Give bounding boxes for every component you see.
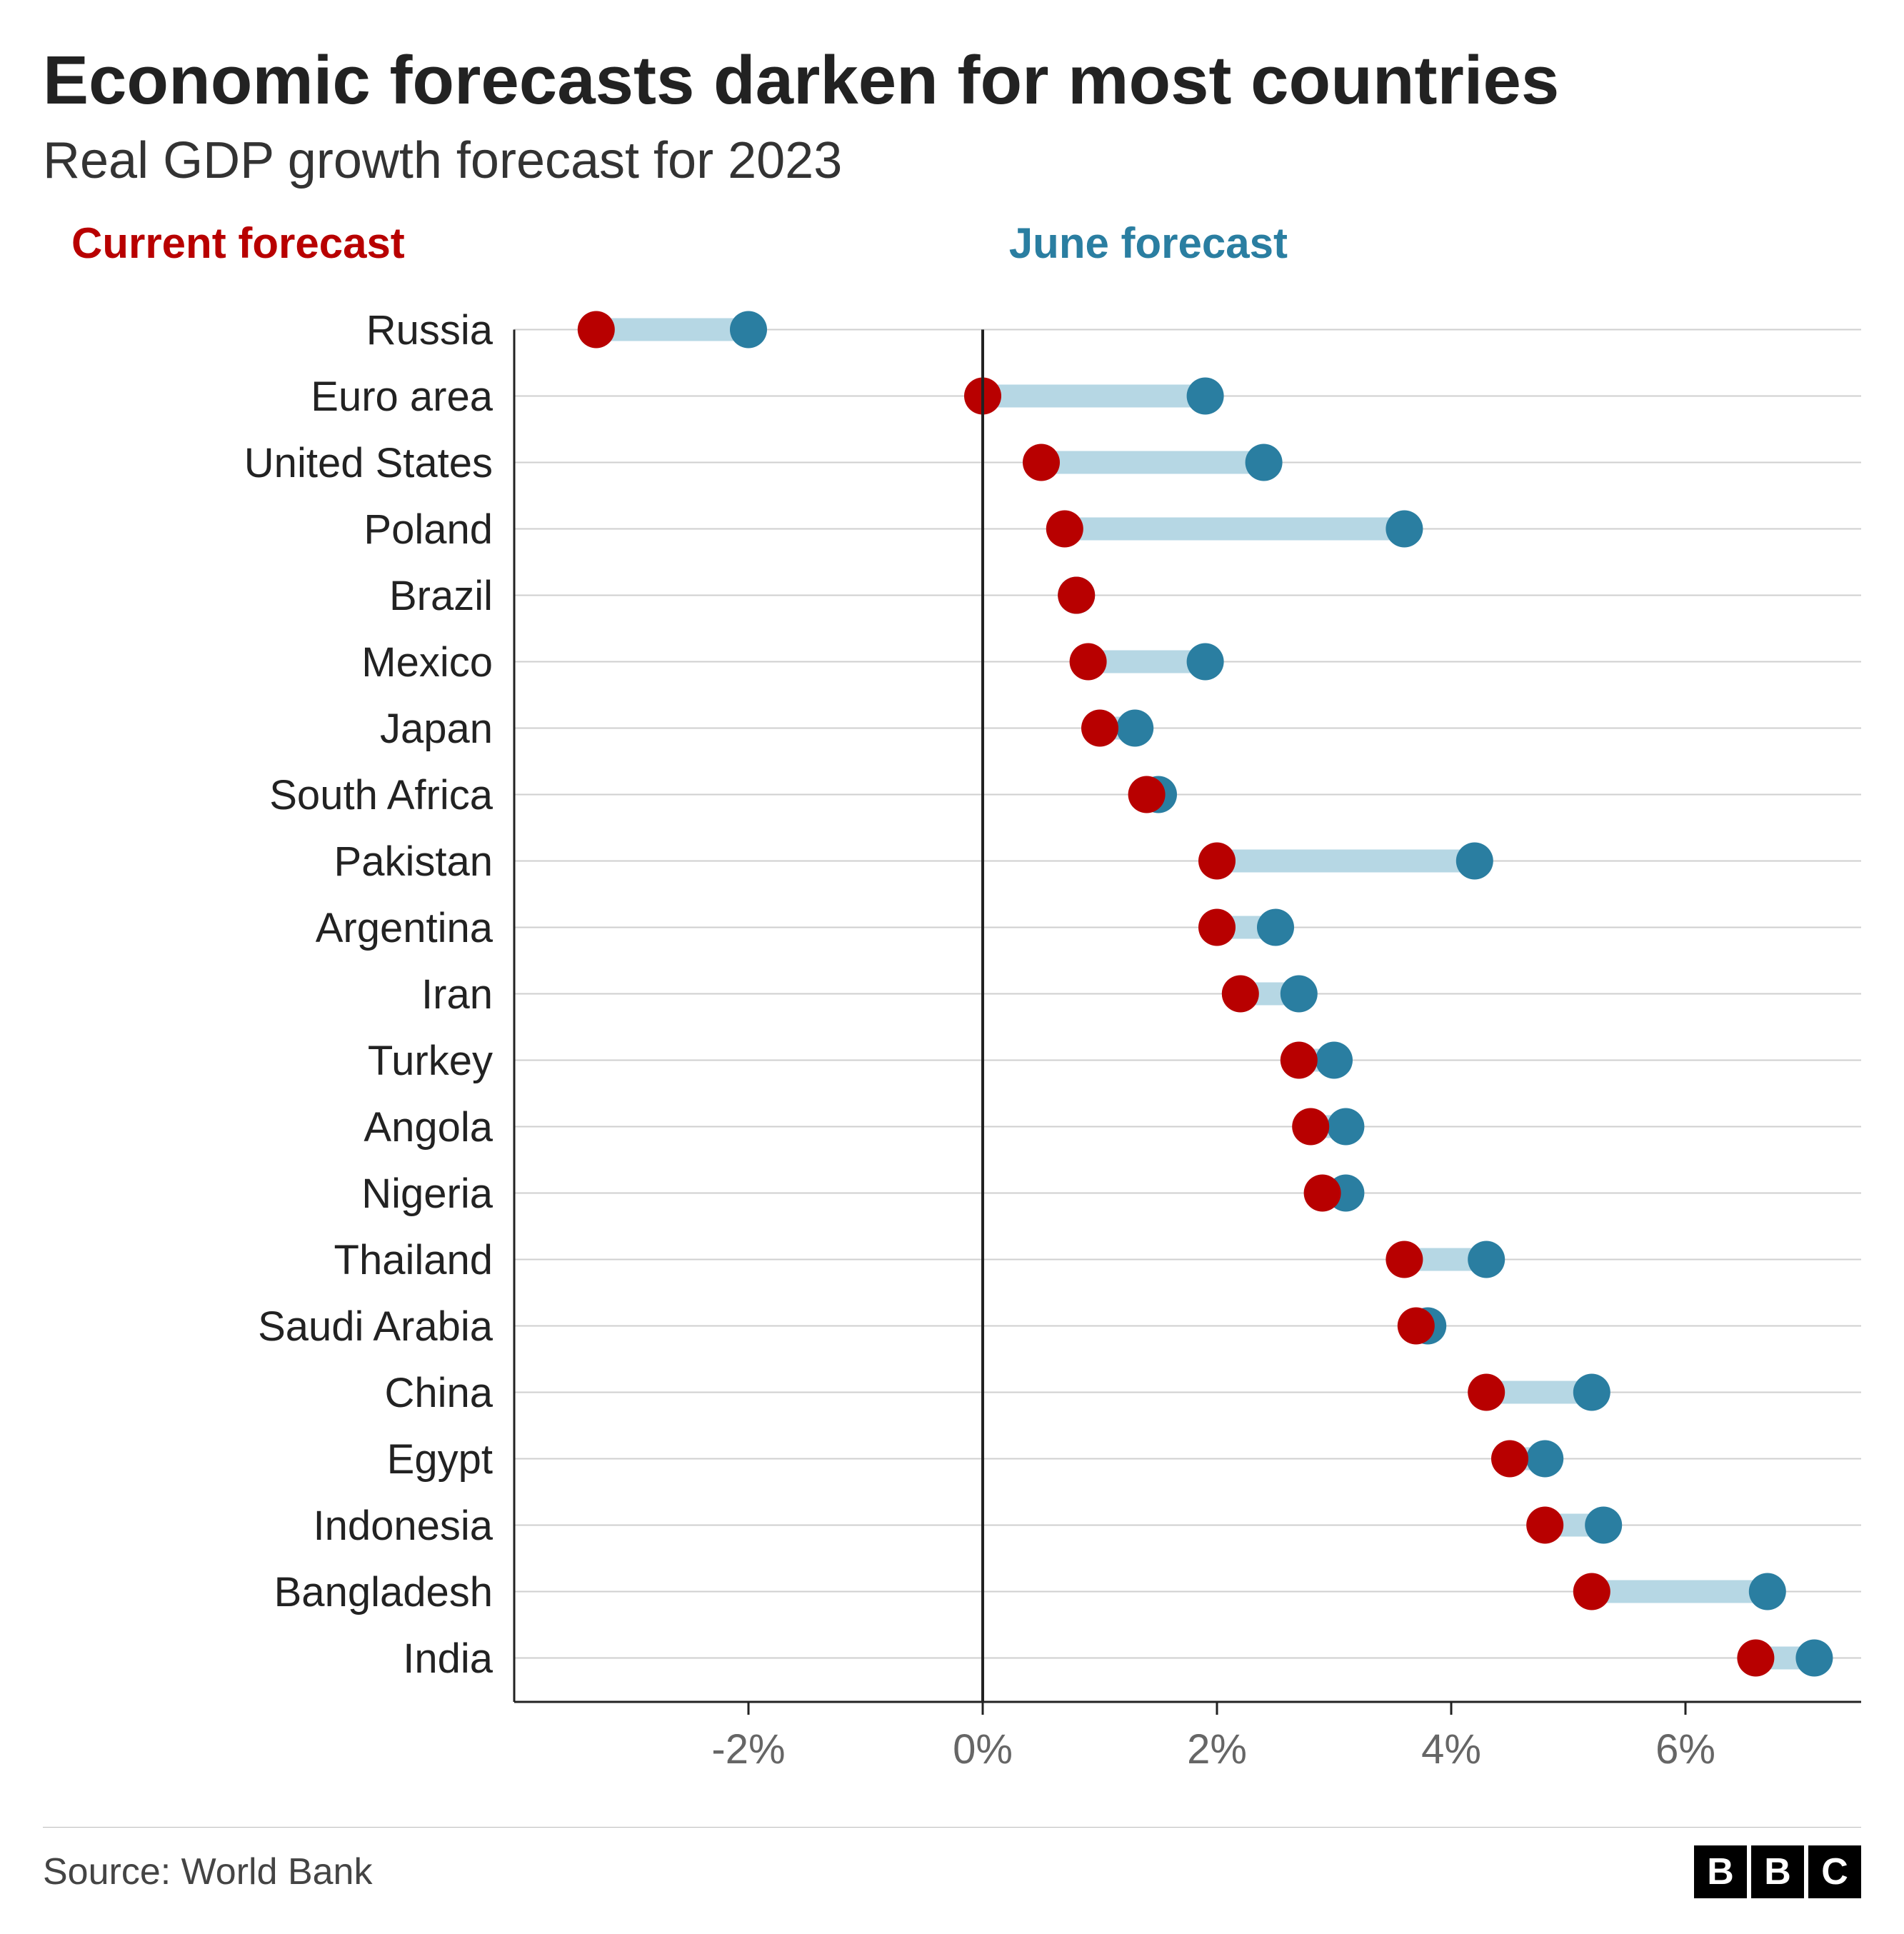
country-label: India (403, 1635, 493, 1681)
current-dot (1386, 1241, 1423, 1278)
country-label: Poland (364, 506, 493, 552)
current-dot (1292, 1108, 1329, 1145)
current-dot (578, 311, 615, 348)
june-dot (1456, 842, 1493, 879)
country-label: Nigeria (361, 1170, 493, 1216)
june-dot (1585, 1506, 1622, 1543)
current-dot (1222, 975, 1259, 1012)
country-label: Thailand (334, 1236, 493, 1283)
chart-subtitle: Real GDP growth forecast for 2023 (43, 131, 1861, 190)
footer: Source: World Bank BBC (43, 1827, 1861, 1898)
x-tick-label: 4% (1421, 1726, 1481, 1773)
country-label: Argentina (316, 904, 493, 951)
current-dot (1526, 1506, 1563, 1543)
country-label: Pakistan (334, 838, 493, 884)
june-dot (1468, 1241, 1505, 1278)
current-dot (1081, 709, 1118, 746)
current-dot (1491, 1440, 1528, 1477)
x-tick-label: 2% (1187, 1726, 1247, 1773)
june-dot (1327, 1108, 1364, 1145)
current-dot (1070, 643, 1107, 680)
country-label: Angola (364, 1103, 493, 1150)
current-dot (1128, 776, 1166, 813)
country-label: Indonesia (313, 1502, 493, 1548)
june-dot (1526, 1440, 1563, 1477)
x-tick-label: -2% (711, 1726, 785, 1773)
current-dot (1468, 1373, 1505, 1411)
country-label: Iran (421, 971, 493, 1017)
country-label: Brazil (389, 572, 493, 618)
bbc-box: B (1751, 1845, 1804, 1898)
country-label: China (384, 1369, 493, 1416)
june-dot (1246, 444, 1283, 481)
legend-june: June forecast (1009, 219, 1288, 268)
bbc-box: C (1808, 1845, 1861, 1898)
country-label: Bangladesh (274, 1568, 493, 1615)
current-dot (1398, 1307, 1435, 1344)
june-dot (1386, 510, 1423, 547)
bbc-logo: BBC (1694, 1845, 1861, 1898)
country-label: Turkey (368, 1037, 493, 1083)
chart-area: Russia Euro area United States Poland Brazil… (43, 275, 1861, 1798)
current-dot (1573, 1573, 1610, 1610)
june-dot (1116, 709, 1153, 746)
country-label: Mexico (361, 638, 493, 685)
june-dot (1281, 975, 1318, 1012)
june-dot (1187, 377, 1224, 414)
country-label: Russia (366, 306, 493, 353)
current-dot (1046, 510, 1083, 547)
current-dot (1737, 1639, 1774, 1676)
country-label: Egypt (387, 1436, 493, 1482)
legend: Current forecast June forecast (64, 219, 1861, 268)
legend-current: Current forecast (71, 219, 405, 268)
current-dot (1023, 444, 1060, 481)
june-dot (1795, 1639, 1833, 1676)
current-dot (1304, 1174, 1341, 1211)
x-tick-label: 6% (1655, 1726, 1715, 1773)
june-dot (730, 311, 767, 348)
country-label: South Africa (269, 771, 493, 818)
june-dot (1257, 908, 1294, 946)
source-text: Source: World Bank (43, 1850, 372, 1893)
june-dot (1749, 1573, 1786, 1610)
x-tick-label: 0% (953, 1726, 1013, 1773)
current-dot (1281, 1041, 1318, 1078)
current-dot (1198, 842, 1236, 879)
country-label: Japan (380, 705, 493, 751)
june-dot (1573, 1373, 1610, 1411)
chart-title: Economic forecasts darken for most count… (43, 43, 1861, 119)
current-dot (1058, 576, 1095, 613)
dumbbell-chart: Russia Euro area United States Poland Brazil… (43, 275, 1861, 1798)
current-dot (1198, 908, 1236, 946)
country-label: Euro area (311, 373, 493, 419)
country-label: Saudi Arabia (258, 1303, 493, 1349)
bbc-box: B (1694, 1845, 1747, 1898)
june-dot (1187, 643, 1224, 680)
june-dot (1316, 1041, 1353, 1078)
country-label: United States (244, 439, 493, 486)
